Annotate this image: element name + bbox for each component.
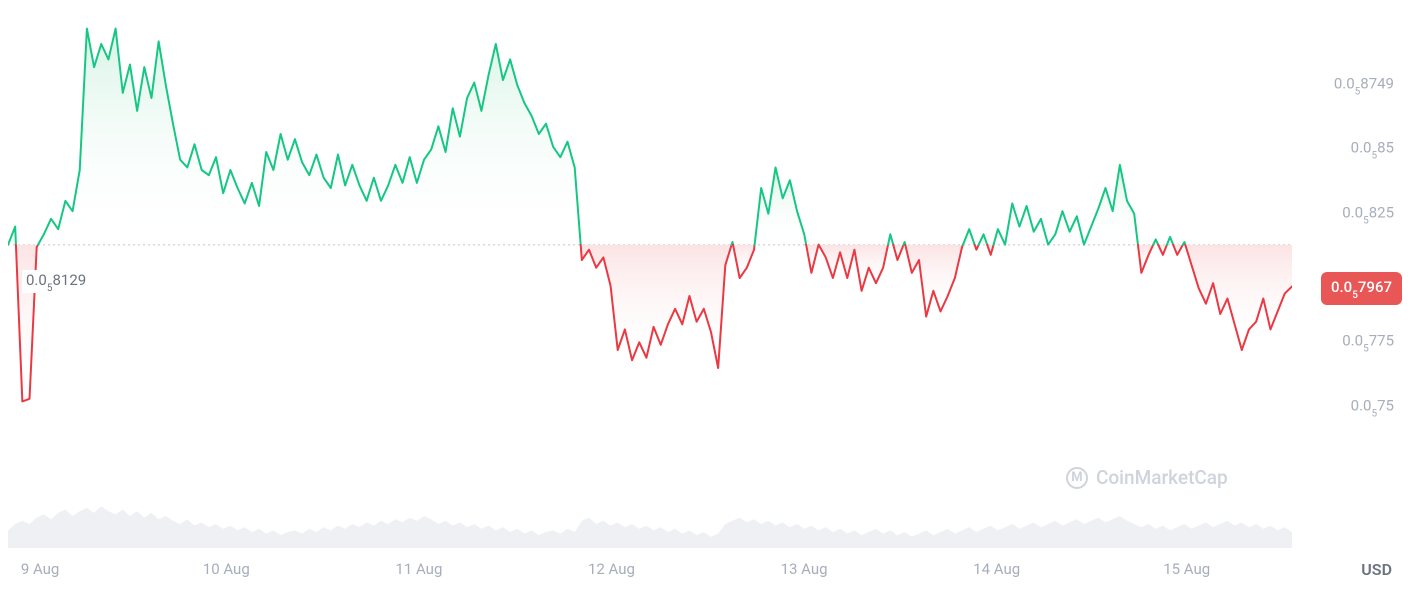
currency-label: USD <box>1361 560 1392 579</box>
start-price-label: 0.058129 <box>22 270 90 293</box>
x-tick-label: 11 Aug <box>395 560 442 578</box>
x-axis: 9 Aug 10 Aug 11 Aug 12 Aug 13 Aug 14 Aug 15 Au… <box>8 556 1292 584</box>
watermark-text: CoinMarketCap <box>1096 466 1228 489</box>
x-tick-label: 13 Aug <box>781 560 828 578</box>
y-tick-label: 0.0575 <box>1351 396 1394 417</box>
price-chart: 0.058129 0.057967 0.0587490.05850.058250… <box>8 8 1404 598</box>
x-tick-label: 9 Aug <box>21 560 60 578</box>
x-tick-label: 15 Aug <box>1163 560 1210 578</box>
y-axis: 0.058749 0.0585 0.05825 0.05775 0.0575 <box>1296 8 1404 548</box>
watermark: M CoinMarketCap <box>1066 466 1228 489</box>
coinmarketcap-icon: M <box>1066 467 1088 489</box>
y-tick-label: 0.05775 <box>1342 332 1394 353</box>
y-tick-label: 0.058749 <box>1334 75 1394 96</box>
x-tick-label: 12 Aug <box>588 560 635 578</box>
x-tick-label: 14 Aug <box>973 560 1020 578</box>
x-tick-label: 10 Aug <box>203 560 250 578</box>
plot-area[interactable] <box>8 8 1292 458</box>
y-tick-label: 0.0585 <box>1351 139 1394 160</box>
y-tick-label: 0.05825 <box>1342 203 1394 224</box>
price-line-svg <box>8 8 1292 458</box>
